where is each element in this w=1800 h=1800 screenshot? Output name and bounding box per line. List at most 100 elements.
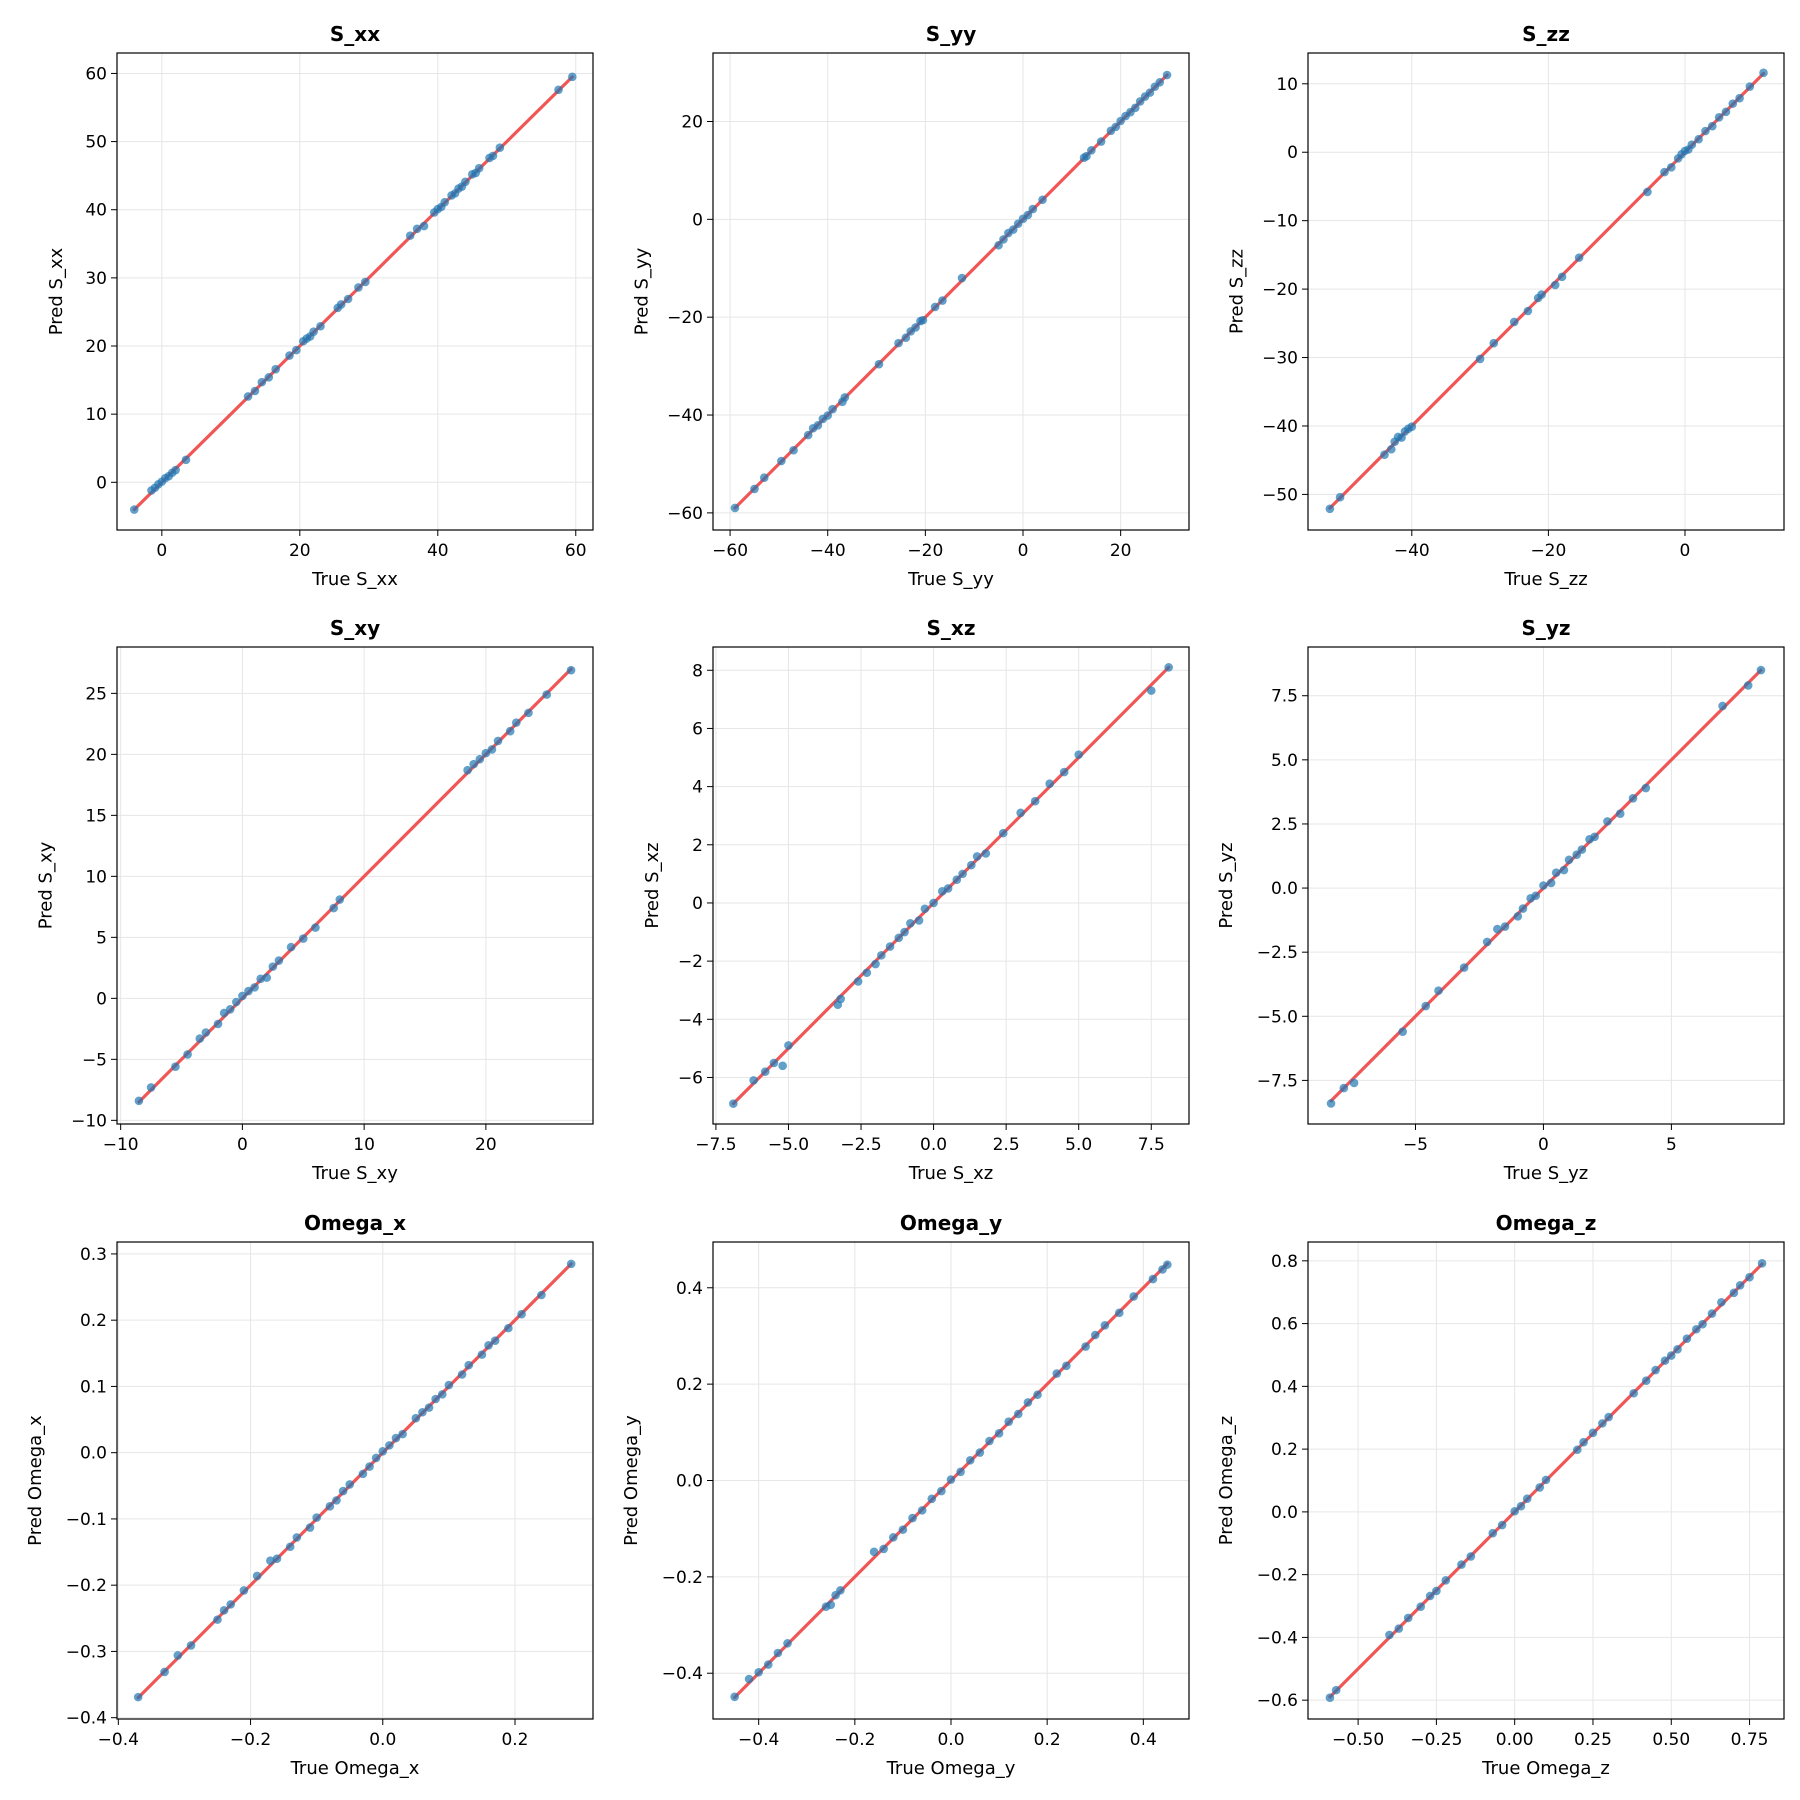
data-point xyxy=(495,143,505,153)
data-point xyxy=(1759,68,1768,78)
data-point xyxy=(813,421,823,430)
data-point xyxy=(1735,1281,1745,1290)
x-tick-label: −0.25 xyxy=(1410,1730,1462,1750)
x-tick-label: −20 xyxy=(907,541,943,561)
y-axis-label: Pred Omega_z xyxy=(1216,1416,1237,1545)
data-point xyxy=(937,1486,946,1496)
data-point xyxy=(889,1533,898,1542)
axes-frame xyxy=(1307,646,1785,1125)
data-point xyxy=(1497,1520,1507,1530)
scatter-points xyxy=(1325,1259,1767,1702)
data-point xyxy=(1111,122,1121,132)
y-ticks: −6 −4 −2 0 2 4 6 8 xyxy=(678,661,713,1088)
data-point xyxy=(354,283,363,292)
data-point xyxy=(879,1544,888,1554)
data-point xyxy=(1707,121,1717,131)
x-tick-label: 0 xyxy=(1018,541,1029,561)
y-axis-label: Pred S_zz xyxy=(1227,249,1248,334)
data-point xyxy=(411,1413,421,1423)
data-point xyxy=(836,1586,845,1595)
data-point xyxy=(918,315,928,325)
data-point xyxy=(358,1469,368,1479)
data-point xyxy=(1510,1506,1519,1516)
data-point xyxy=(803,430,813,440)
data-point xyxy=(391,1433,401,1443)
data-point xyxy=(749,1076,758,1085)
axes-frame xyxy=(712,52,1190,531)
data-point xyxy=(1023,210,1033,220)
data-point xyxy=(999,235,1008,244)
scatter-points xyxy=(134,665,576,1106)
data-point xyxy=(929,898,938,908)
y-tick-label: 40 xyxy=(85,201,107,221)
data-point xyxy=(1701,126,1710,136)
data-point xyxy=(1574,253,1584,262)
data-point xyxy=(1489,338,1499,348)
data-point xyxy=(898,1525,908,1534)
x-tick-label: 10 xyxy=(353,1135,375,1155)
data-point xyxy=(274,956,284,965)
data-point xyxy=(1004,1417,1013,1427)
y-tick-label: 0 xyxy=(96,473,107,493)
data-point xyxy=(1421,1001,1431,1011)
data-point xyxy=(900,927,909,937)
x-tick-label: 20 xyxy=(1110,541,1132,561)
grid xyxy=(1308,647,1784,1124)
y-ticks: −10 −5 0 5 10 15 20 25 xyxy=(71,684,117,1131)
y-tick-label: −2.5 xyxy=(1257,943,1298,963)
data-point xyxy=(412,224,422,234)
x-tick-label: 5 xyxy=(1666,1135,1677,1155)
data-point xyxy=(917,1506,927,1515)
data-point xyxy=(1407,422,1417,431)
data-point xyxy=(1326,1099,1336,1108)
data-point xyxy=(226,1600,236,1609)
y-tick-label: 0.0 xyxy=(80,1444,107,1464)
data-point xyxy=(1325,1693,1335,1702)
subplot-title: Omega_y xyxy=(900,1211,1002,1235)
data-point xyxy=(1513,911,1523,921)
x-tick-label: −7.5 xyxy=(695,1135,736,1155)
x-tick-label: 0.2 xyxy=(1034,1730,1061,1750)
data-point xyxy=(461,177,470,187)
data-point xyxy=(1129,1292,1139,1301)
data-point xyxy=(566,665,576,675)
data-point xyxy=(754,1667,763,1677)
data-point xyxy=(975,1448,985,1457)
data-point xyxy=(213,1615,222,1624)
y-axis-label: Pred S_xy xyxy=(36,841,57,929)
data-point xyxy=(239,1586,249,1595)
y-tick-label: 0.4 xyxy=(1271,1377,1298,1397)
data-point xyxy=(1660,1356,1670,1365)
data-point xyxy=(885,942,895,951)
y-tick-label: 2 xyxy=(692,836,703,856)
data-point xyxy=(398,1429,407,1439)
data-point xyxy=(1551,868,1561,877)
data-point xyxy=(1603,817,1612,826)
x-tick-label: 7.5 xyxy=(1138,1135,1165,1155)
data-point xyxy=(1743,681,1753,690)
data-point xyxy=(871,959,880,969)
data-point xyxy=(1349,1078,1359,1088)
data-point xyxy=(195,1034,205,1043)
data-point xyxy=(1335,492,1345,502)
data-point xyxy=(1717,1297,1726,1307)
x-axis-label: True S_xy xyxy=(311,1163,398,1184)
data-point xyxy=(1629,1388,1638,1398)
data-point xyxy=(981,849,991,858)
data-point xyxy=(927,1494,937,1504)
x-tick-label: −40 xyxy=(810,541,846,561)
data-point xyxy=(1100,1321,1110,1330)
data-point xyxy=(1557,272,1567,282)
x-axis-label: True Omega_y xyxy=(886,1758,1016,1779)
y-tick-label: 0.4 xyxy=(676,1279,703,1299)
data-point xyxy=(1698,1319,1707,1329)
data-point xyxy=(938,296,947,305)
x-tick-label: −5.0 xyxy=(768,1135,809,1155)
y-tick-label: 30 xyxy=(85,269,107,289)
y-tick-label: 0.2 xyxy=(80,1311,107,1331)
y-tick-label: 50 xyxy=(85,133,107,153)
y-tick-label: −40 xyxy=(667,406,703,426)
data-point xyxy=(1325,504,1335,514)
data-point xyxy=(250,386,260,396)
data-point xyxy=(836,994,846,1004)
